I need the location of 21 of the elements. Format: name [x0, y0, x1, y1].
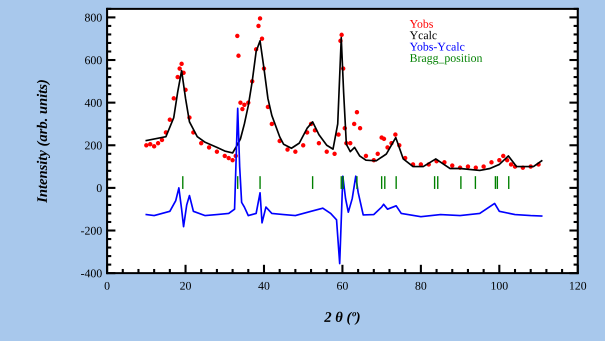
- x-tick-label: 80: [415, 282, 426, 290]
- y-tick-label: 400: [84, 98, 102, 107]
- x-tick-label: 40: [258, 282, 270, 290]
- y-tick-label: 0: [96, 184, 102, 192]
- text: Ycalc: [410, 30, 437, 40]
- text: Bragg_position: [410, 54, 482, 64]
- y-tick-label: 200: [85, 142, 102, 150]
- y-tick-label: -400: [81, 269, 102, 278]
- x-tick-label: 0: [104, 282, 110, 290]
- y-axis-title: Intensity (arb. units): [36, 80, 50, 203]
- line-series: [145, 108, 543, 264]
- x-axis-title: 2 θ (º): [324, 312, 360, 325]
- x-tick-label: 60: [337, 282, 348, 290]
- y-tick-label: 600: [85, 56, 102, 64]
- text: Yobs: [410, 20, 433, 28]
- x-tick-label: 120: [570, 282, 586, 290]
- x-tick-label: 20: [180, 282, 191, 290]
- text: Yobs-Ycalc: [410, 42, 464, 51]
- y-tick-label: 800: [84, 14, 102, 22]
- y-tick-label: -200: [81, 226, 102, 235]
- x-tick-label: 100: [492, 282, 508, 290]
